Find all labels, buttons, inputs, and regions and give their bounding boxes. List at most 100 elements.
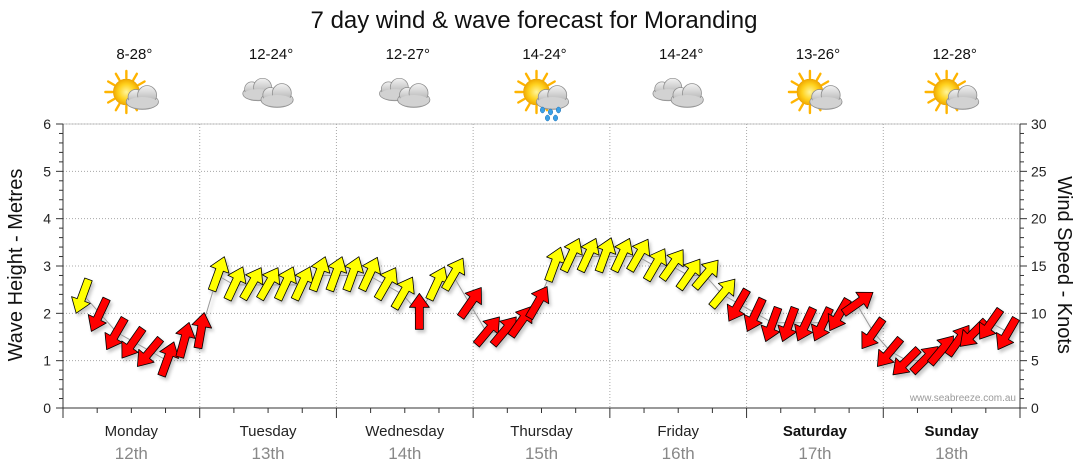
- wind-arrow-shape: [691, 259, 719, 291]
- sun-cloud-icon: [104, 69, 159, 115]
- wind-arrow-shape: [239, 267, 264, 302]
- sun-ray: [106, 97, 116, 104]
- watermark: www.seabreeze.com.au: [909, 393, 1016, 404]
- cloud-part: [127, 97, 158, 109]
- sun-ray: [815, 72, 822, 82]
- sun-ray: [542, 72, 549, 82]
- x-day-label: Saturday: [783, 423, 848, 440]
- wind-arrow-shape: [441, 257, 466, 292]
- sun-ray: [524, 72, 531, 82]
- sun-ray: [798, 72, 805, 82]
- y-right-tick-label: 15: [1031, 258, 1047, 274]
- cloud-shape: [535, 85, 570, 110]
- sun-ray: [106, 80, 116, 87]
- wind-arrow-shape: [675, 258, 701, 292]
- cloud-part: [537, 97, 568, 109]
- wind-arrow: [121, 325, 147, 359]
- temperature-label: 14-24°: [522, 46, 566, 63]
- wind-arrow-shape: [559, 238, 583, 274]
- y-right-tick-label: 0: [1031, 400, 1039, 416]
- wind-arrow: [441, 257, 466, 292]
- cloud-part: [947, 97, 978, 109]
- rain-drop: [540, 106, 545, 114]
- wind-arrow-shape: [507, 306, 533, 339]
- y-left-tick-label: 2: [43, 305, 51, 321]
- cloud-part: [810, 97, 842, 109]
- x-date-label: 12th: [115, 444, 148, 463]
- y-right-tick-label: 10: [1031, 305, 1047, 321]
- sun-cloud-icon: [787, 69, 843, 115]
- wind-arrow-shape: [87, 296, 111, 332]
- wind-arrow-shape: [708, 278, 736, 310]
- wind-arrow-shape: [642, 248, 667, 283]
- wind-arrow: [408, 292, 430, 330]
- wind-arrow-shape: [390, 276, 415, 311]
- x-day-label: Wednesday: [365, 423, 444, 440]
- wind-arrow-shape: [726, 287, 751, 322]
- wind-arrow: [827, 297, 852, 332]
- sun-ray: [517, 97, 526, 104]
- wind-arrow-shape: [104, 316, 129, 350]
- cloud-shape-front: [670, 83, 704, 108]
- wind-arrow-shape: [892, 346, 922, 376]
- temperature-label: 12-28°: [932, 46, 976, 63]
- y-right-tick-label: 5: [1031, 353, 1039, 369]
- cloud-part: [672, 95, 703, 107]
- wind-arrow-shape: [207, 256, 230, 293]
- wind-arrow-shape: [223, 266, 247, 302]
- wind-arrow: [877, 335, 905, 367]
- rain-drop: [545, 114, 550, 122]
- wind-arrow-shape: [794, 306, 817, 342]
- wind-arrow: [610, 238, 634, 274]
- wind-arrow-shape: [408, 292, 430, 330]
- chart-title: 7 day wind & wave forecast for Moranding: [311, 7, 758, 34]
- wind-arrow-shape: [610, 238, 634, 274]
- y-left-tick-label: 3: [43, 258, 51, 274]
- wind-arrow-shape: [995, 316, 1020, 350]
- temperature-label: 12-24°: [249, 46, 293, 63]
- y-left-tick-label: 0: [43, 400, 51, 416]
- wind-arrow: [594, 237, 617, 274]
- cloud-icon: [242, 77, 294, 108]
- wind-arrow: [743, 296, 767, 332]
- wind-arrow: [390, 276, 415, 311]
- temperature-label: 14-24°: [659, 46, 703, 63]
- cloud-icon: [652, 77, 704, 108]
- wind-arrow: [87, 296, 111, 332]
- sun-shape: [787, 69, 833, 115]
- wind-arrow-shape: [861, 316, 887, 350]
- temperature-label: 12-27°: [386, 46, 430, 63]
- x-date-label: 18th: [935, 444, 968, 463]
- wind-arrow: [104, 316, 129, 350]
- chart-grid: [62, 123, 1021, 409]
- sun-ray: [927, 80, 936, 87]
- wind-arrow-shape: [576, 238, 600, 274]
- wind-arrow: [256, 267, 281, 302]
- wind-arrow-shape: [175, 322, 196, 359]
- x-day-label: Friday: [657, 423, 699, 440]
- wind-arrow: [325, 256, 348, 293]
- wind-arrow: [576, 238, 600, 274]
- wind-arrow: [342, 256, 364, 293]
- sun-ray: [524, 102, 531, 112]
- sun-ray: [934, 72, 941, 82]
- wind-arrow: [456, 287, 482, 320]
- y-left-tick-label: 4: [43, 211, 51, 227]
- sun-ray: [820, 80, 830, 87]
- x-date-label: 16th: [662, 444, 695, 463]
- wind-arrow-shape: [325, 256, 348, 293]
- wind-arrow: [691, 259, 719, 291]
- wind-arrow-shape: [256, 267, 281, 302]
- x-day-label: Thursday: [510, 423, 573, 440]
- sun-ray: [934, 102, 941, 112]
- y-left-axis-title: Wave Height - Metres: [5, 169, 27, 362]
- wind-arrow-shape: [658, 249, 684, 282]
- y-left-tick-label: 1: [43, 353, 51, 369]
- rain-drop: [556, 106, 561, 114]
- wind-arrow: [726, 287, 751, 322]
- sun-ray: [927, 97, 936, 104]
- cloud-part: [398, 95, 429, 107]
- sun-cloud-icon: [924, 69, 980, 115]
- wind-arrow: [157, 341, 179, 378]
- wind-arrow-shape: [760, 305, 783, 342]
